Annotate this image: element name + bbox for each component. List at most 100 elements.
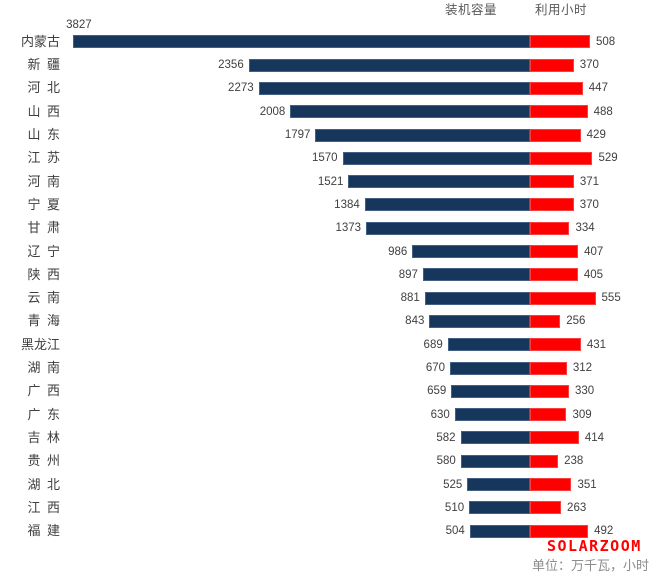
hours-value-label: 351	[577, 478, 597, 491]
capacity-bar	[348, 175, 530, 189]
hours-value-label: 256	[566, 315, 586, 328]
hours-bar	[530, 175, 574, 189]
capacity-bar	[412, 245, 530, 258]
capacity-bar	[460, 454, 530, 468]
category-label: 广 西	[27, 383, 60, 399]
capacity-bar	[447, 338, 530, 352]
capacity-bar	[451, 384, 530, 398]
category-label: 湖 北	[27, 476, 60, 492]
capacity-bar	[364, 198, 530, 212]
category-label: 辽 宁	[27, 243, 60, 259]
legend-capacity-label: 装机容量	[445, 3, 498, 17]
hours-bar	[530, 198, 574, 212]
capacity-value-label: 843	[405, 315, 425, 328]
capacity-bar	[429, 314, 530, 328]
hours-value-label: 414	[584, 431, 605, 444]
hours-bar	[530, 524, 589, 538]
hours-value-label: 492	[594, 525, 614, 538]
hours-value-label: 371	[579, 175, 599, 188]
capacity-value-label: 897	[398, 268, 418, 281]
capacity-bar	[454, 408, 530, 422]
capacity-value-label: 659	[427, 385, 447, 398]
category-label: 黑龙江	[20, 336, 60, 352]
hours-bar	[530, 314, 561, 328]
category-label: 河 南	[27, 173, 60, 189]
hours-bar	[530, 408, 567, 422]
unit-note: 单位：万千瓦，小时	[532, 558, 650, 573]
category-label: 江 苏	[27, 150, 60, 166]
capacity-bar	[248, 58, 530, 72]
hours-bar	[530, 338, 581, 352]
capacity-bar	[469, 524, 530, 538]
hours-bar	[530, 35, 590, 49]
capacity-bar	[450, 361, 530, 375]
solarzoom-watermark: SOLARZOOM	[547, 537, 642, 555]
hours-value-label: 508	[595, 35, 616, 48]
category-label: 云 南	[27, 290, 60, 306]
capacity-bar	[258, 81, 530, 95]
category-label: 江 西	[27, 499, 60, 515]
category-label: 陕 西	[27, 266, 60, 282]
hours-bar	[530, 454, 559, 468]
capacity-value-label: 1384	[334, 198, 360, 211]
capacity-value-label: 504	[445, 525, 465, 538]
capacity-bar	[424, 291, 530, 305]
hours-value-label: 334	[575, 222, 595, 235]
hours-bar	[530, 361, 567, 375]
capacity-value-label: 881	[400, 292, 420, 305]
capacity-bar	[460, 431, 530, 445]
hours-value-label: 555	[601, 292, 621, 305]
capacity-value-label: 689	[423, 338, 443, 351]
capacity-bar	[467, 478, 530, 491]
category-label: 青 海	[27, 313, 60, 329]
capacity-value-label: 510	[444, 501, 465, 514]
capacity-bar	[290, 105, 530, 119]
hours-bar	[530, 268, 578, 282]
capacity-value-label: 525	[443, 478, 463, 491]
hours-bar	[530, 81, 583, 95]
hours-bar	[530, 291, 596, 305]
capacity-value-label: 2356	[218, 59, 244, 72]
capacity-value-label: 986	[388, 245, 408, 258]
category-label: 山 西	[27, 103, 60, 119]
hours-value-label: 488	[593, 105, 613, 118]
hours-bar	[530, 245, 579, 258]
hours-bar	[530, 128, 581, 142]
capacity-value-label: 670	[425, 362, 445, 374]
hours-bar	[530, 478, 572, 491]
hours-value-label: 238	[564, 455, 584, 468]
hours-bar	[530, 501, 562, 515]
hours-bar	[530, 105, 588, 119]
capacity-bar	[315, 128, 530, 142]
category-label: 甘 肃	[27, 220, 60, 236]
hours-value-label: 405	[583, 268, 604, 281]
capacity-value-label: 582	[436, 431, 456, 444]
hours-value-label: 309	[572, 408, 592, 421]
hours-value-label: 370	[579, 59, 599, 72]
capacity-value-label: 1521	[317, 175, 344, 188]
category-label: 福 建	[27, 523, 60, 539]
capacity-value-label: 1570	[311, 152, 338, 165]
capacity-bar	[422, 268, 530, 282]
hours-value-label: 263	[567, 501, 587, 514]
category-label: 河 北	[27, 80, 60, 96]
category-label: 贵 州	[27, 453, 60, 469]
hours-bar	[530, 221, 570, 235]
hours-value-label: 330	[574, 385, 595, 398]
capacity-value-label: 630	[430, 408, 450, 421]
hours-value-label: 407	[584, 245, 604, 258]
hours-value-label: 529	[598, 152, 618, 165]
hours-bar	[530, 384, 569, 398]
category-label: 广 东	[27, 406, 60, 422]
hours-value-label: 431	[586, 338, 607, 351]
capacity-bar	[366, 221, 530, 235]
capacity-value-label: 1797	[284, 129, 311, 141]
capacity-value-label: 2273	[228, 82, 254, 95]
hours-bar	[530, 431, 579, 445]
category-label: 湖 南	[27, 360, 60, 375]
capacity-bar	[73, 35, 530, 49]
hours-value-label: 447	[588, 82, 608, 95]
hours-bar	[530, 58, 574, 72]
hours-bar	[530, 151, 593, 165]
